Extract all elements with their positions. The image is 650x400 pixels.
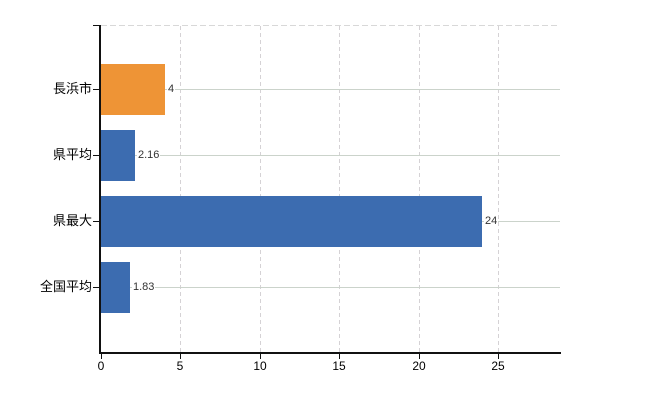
x-axis-tick xyxy=(180,354,181,359)
x-axis-line xyxy=(99,352,561,354)
y-axis-line xyxy=(99,25,101,354)
y-axis-tick xyxy=(93,89,99,90)
bar-value-label: 1.83 xyxy=(132,280,156,294)
y-axis-tick xyxy=(93,155,99,156)
x-axis-tick xyxy=(498,354,499,359)
category-label: 長浜市 xyxy=(52,81,92,96)
x-tick-label: 25 xyxy=(491,359,505,373)
vertical-gridline xyxy=(259,26,261,353)
bar-1 xyxy=(101,129,135,181)
bar-3 xyxy=(101,261,130,313)
x-axis-tick xyxy=(419,354,420,359)
vertical-gridline xyxy=(418,26,420,353)
bar-2 xyxy=(101,195,482,247)
bar-0 xyxy=(101,63,165,115)
vertical-gridline xyxy=(497,26,499,353)
plot-area: 4 2.16 24 1.83 xyxy=(101,25,560,353)
plot-top-border xyxy=(101,25,560,26)
x-tick-label: 20 xyxy=(412,359,426,373)
horizontal-gridline xyxy=(101,287,560,288)
vertical-gridline xyxy=(179,26,181,353)
x-axis-tick xyxy=(101,354,102,359)
horizontal-gridline xyxy=(101,89,560,90)
x-axis-tick xyxy=(339,354,340,359)
y-axis-end-tick xyxy=(93,25,99,26)
category-label: 県最大 xyxy=(52,213,92,228)
horizontal-gridline xyxy=(101,155,560,156)
y-axis-tick xyxy=(93,287,99,288)
vertical-gridline xyxy=(338,26,340,353)
bar-value-label: 2.16 xyxy=(137,148,161,162)
category-label: 全国平均 xyxy=(39,279,92,294)
category-label: 県平均 xyxy=(52,147,92,162)
x-tick-label: 10 xyxy=(253,359,267,373)
y-axis-tick xyxy=(93,221,99,222)
bar-value-label: 24 xyxy=(484,214,499,228)
x-tick-label: 5 xyxy=(176,359,184,373)
bar-value-label: 4 xyxy=(167,82,176,96)
x-tick-label: 15 xyxy=(332,359,346,373)
x-axis-tick xyxy=(260,354,261,359)
x-tick-label: 0 xyxy=(97,359,105,373)
